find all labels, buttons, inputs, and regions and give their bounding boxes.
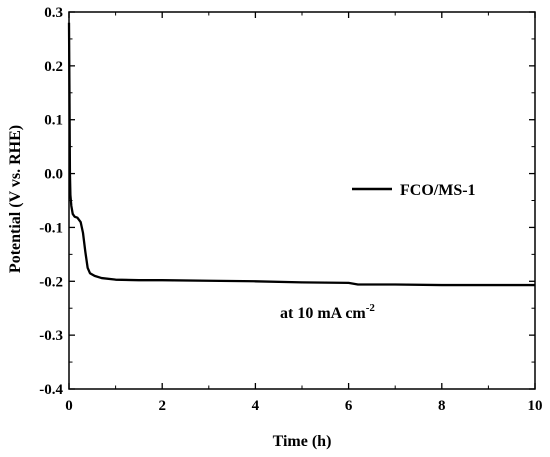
- series-line-0: [67, 22, 535, 287]
- y-tick-label: 0.2: [44, 59, 63, 75]
- legend-label: FCO/MS-1: [400, 182, 476, 199]
- x-tick-label: 10: [528, 398, 543, 414]
- plot-frame: [68, 11, 536, 390]
- series-layer: [67, 22, 535, 287]
- y-tick-label: 0.1: [44, 113, 63, 129]
- y-tick-label: 0.3: [44, 5, 63, 21]
- annotation-text: at 10 mA cm: [280, 305, 366, 322]
- y-tick-label: -0.4: [39, 382, 63, 398]
- legend: FCO/MS-1: [352, 182, 476, 199]
- axis-tick-labels: 0 2 4 6 8 10 0.3 0.2 0.1 0.0 -0.1 -0.2 -0.3 -0.4: [39, 5, 542, 414]
- x-tick-label: 0: [65, 398, 73, 414]
- y-axis-title: Potential (V vs. RHE): [7, 125, 24, 273]
- x-tick-label: 6: [345, 398, 353, 414]
- y-tick-label: -0.2: [39, 274, 63, 290]
- annotation: at 10 mA cm-2: [280, 302, 375, 322]
- x-axis-title: Time (h): [273, 433, 332, 450]
- y-tick-label: -0.1: [39, 220, 63, 236]
- x-tick-label: 4: [252, 398, 260, 414]
- x-tick-label: 8: [438, 398, 446, 414]
- axis-ticks: [68, 11, 536, 390]
- y-tick-label: -0.3: [39, 328, 63, 344]
- plot-border: [68, 11, 536, 390]
- y-tick-label: 0.0: [44, 167, 63, 183]
- x-tick-label: 2: [158, 398, 166, 414]
- annotation-superscript: -2: [366, 302, 376, 314]
